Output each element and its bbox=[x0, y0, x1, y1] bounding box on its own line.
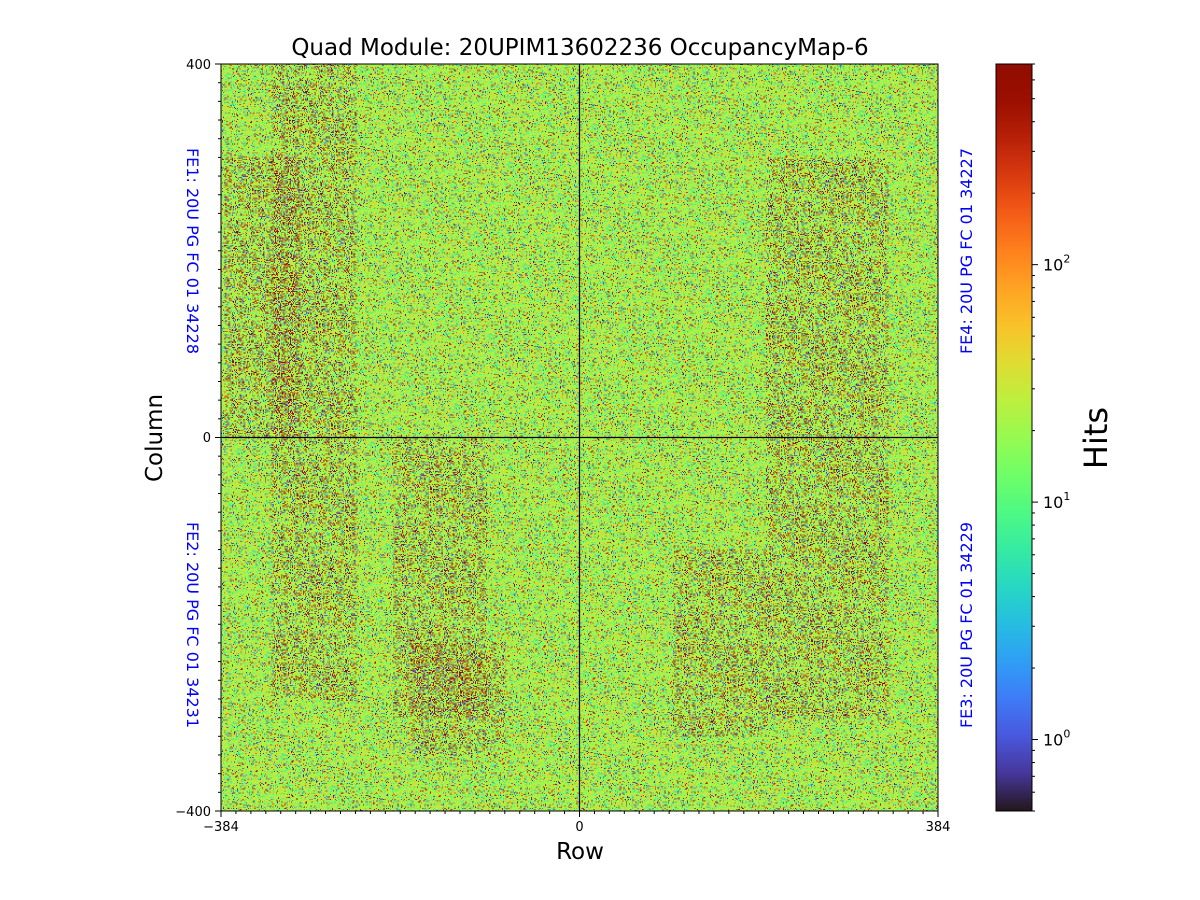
x-axis-label: Row bbox=[556, 839, 604, 865]
colorbar-ticks: 100 101 102 bbox=[1032, 253, 1070, 750]
y-tick-label: −400 bbox=[175, 805, 211, 820]
colorbar-tick-label: 102 bbox=[1043, 253, 1070, 275]
chart-title: Quad Module: 20UPIM13602236 OccupancyMap… bbox=[291, 35, 868, 61]
colorbar-minor-ticks bbox=[1032, 63, 1035, 812]
chip-label-fe4: FE4: 20U PG FC 01 34227 bbox=[957, 148, 976, 354]
colorbar-label: Hits bbox=[1077, 407, 1115, 469]
colorbar: 100 101 102 Hits bbox=[995, 63, 1115, 812]
x-tick-label: 0 bbox=[575, 820, 583, 835]
y-tick-label: 0 bbox=[203, 431, 211, 446]
colorbar-tick-label: 100 bbox=[1043, 728, 1070, 750]
y-axis-label: Column bbox=[142, 394, 168, 482]
colorbar-gradient bbox=[995, 63, 1033, 812]
y-tick-label: 400 bbox=[186, 58, 211, 73]
colorbar-tick-label: 101 bbox=[1043, 490, 1070, 512]
x-tick-label: −384 bbox=[203, 820, 239, 835]
chip-label-fe2: FE2: 20U PG FC 01 34231 bbox=[183, 522, 202, 728]
y-axis: 400 0 −400 Column bbox=[142, 58, 221, 820]
x-axis: −384 0 384 Row bbox=[203, 811, 950, 865]
chip-label-fe3: FE3: 20U PG FC 01 34229 bbox=[957, 522, 976, 728]
chip-label-fe1: FE1: 20U PG FC 01 34228 bbox=[183, 148, 202, 354]
y-axis-minor-ticks bbox=[218, 63, 939, 814]
x-tick-label: 384 bbox=[926, 820, 951, 835]
